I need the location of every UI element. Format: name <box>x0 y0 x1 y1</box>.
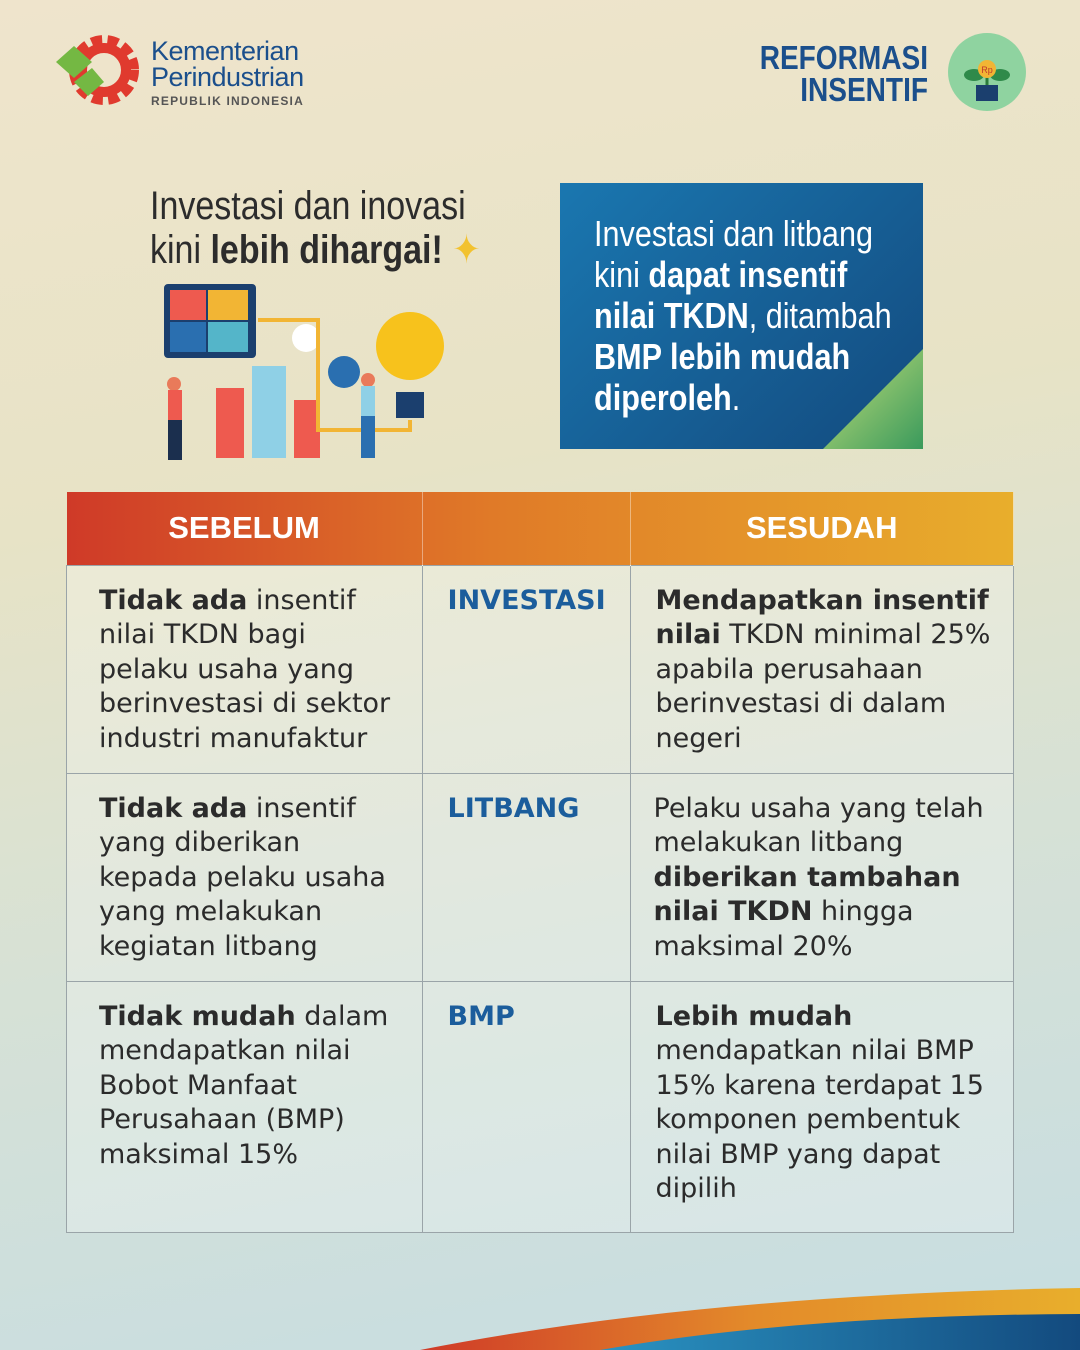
comparison-table: SEBELUM SESUDAH Tidak ada insentif nilai… <box>66 492 1014 1233</box>
after-cell: Lebih mudah mendapatkan nilai BMP 15% ka… <box>629 980 1014 1233</box>
after-bold: Mendapatkan insentif nilai <box>655 584 989 651</box>
headline: Investasi dan inovasi kini lebih diharga… <box>150 184 481 272</box>
bottom-wave-decoration <box>420 1288 1080 1350</box>
callout-line3a: nilai TKDN <box>594 295 749 336</box>
after-bold: diberikan tambahan nilai TKDN <box>653 861 961 928</box>
callout-line5b: . <box>731 377 741 418</box>
sparkle-icon: ✦ <box>452 228 481 272</box>
after-cell: Pelaku usaha yang telah melakukan litban… <box>629 772 1014 982</box>
before-bold: Tidak mudah <box>99 1000 296 1032</box>
after-bold: Lebih mudah <box>655 1000 853 1032</box>
svg-text:Rp: Rp <box>981 65 993 75</box>
before-cell: Tidak ada insentif nilai TKDN bagi pelak… <box>66 564 423 774</box>
callout-line5a: diperoleh <box>594 377 732 418</box>
callout-line3b: , ditambah <box>748 295 892 336</box>
after-text: TKDN minimal 25% apabila perusahaan beri… <box>655 619 991 754</box>
before-bold: Tidak ada <box>99 584 248 616</box>
before-text: insentif nilai TKDN bagi pelaku usaha ya… <box>99 584 391 754</box>
headline-line2-normal: kini <box>150 228 211 272</box>
table-row: Tidak ada insentif yang diberikan kepada… <box>66 772 1014 982</box>
after-text: mendapatkan nilai BMP 15% karena terdapa… <box>655 1035 984 1205</box>
after-pre: Pelaku usaha yang telah melakukan litban… <box>653 792 984 859</box>
after-text: hingga maksimal 20% <box>653 896 914 962</box>
callout-box: Investasi dan litbang kini dapat insenti… <box>560 183 923 449</box>
table-row: Tidak ada insentif nilai TKDN bagi pelak… <box>66 564 1014 774</box>
category-cell: BMP <box>421 980 631 1233</box>
callout-line1: Investasi dan litbang <box>594 213 873 254</box>
callout-line2a: kini <box>594 254 649 295</box>
brand-line3: REPUBLIK INDONESIA <box>151 94 304 108</box>
before-text: dalam mendapatkan nilai Bobot Manfaat Pe… <box>99 1000 389 1170</box>
header-category <box>422 492 631 565</box>
callout-line2b: dapat insentif <box>648 254 848 295</box>
table-header-row: SEBELUM SESUDAH <box>66 492 1014 565</box>
header-sebelum: SEBELUM <box>66 492 423 565</box>
table-row: Tidak mudah dalam mendapatkan nilai Bobo… <box>66 980 1014 1233</box>
headline-line1: Investasi dan inovasi <box>150 184 466 228</box>
brand-line1: Kementerian <box>151 36 299 66</box>
category-cell: INVESTASI <box>421 564 631 774</box>
before-bold: Tidak ada <box>99 792 248 824</box>
kemenperin-logo <box>56 35 139 105</box>
innovation-illustration <box>164 284 444 460</box>
after-cell: Mendapatkan insentif nilai TKDN minimal … <box>629 564 1014 774</box>
campaign-line2: INSENTIF <box>800 71 928 108</box>
campaign-line1: REFORMASI <box>759 39 928 76</box>
header-sesudah: SESUDAH <box>630 492 1014 565</box>
category-cell: LITBANG <box>421 772 631 982</box>
headline-line2-bold: lebih dihargai! <box>210 228 443 272</box>
plant-coin-badge-icon: Rp <box>948 33 1026 111</box>
before-cell: Tidak mudah dalam mendapatkan nilai Bobo… <box>66 980 423 1233</box>
campaign-title: REFORMASI INSENTIF <box>759 39 928 108</box>
callout-line4: BMP lebih mudah <box>594 336 851 377</box>
brand-line2: Perindustrian <box>151 62 304 92</box>
brand-name: Kementerian Perindustrian REPUBLIK INDON… <box>151 36 304 109</box>
before-text: insentif yang diberikan kepada pelaku us… <box>99 792 386 962</box>
before-cell: Tidak ada insentif yang diberikan kepada… <box>66 772 423 982</box>
